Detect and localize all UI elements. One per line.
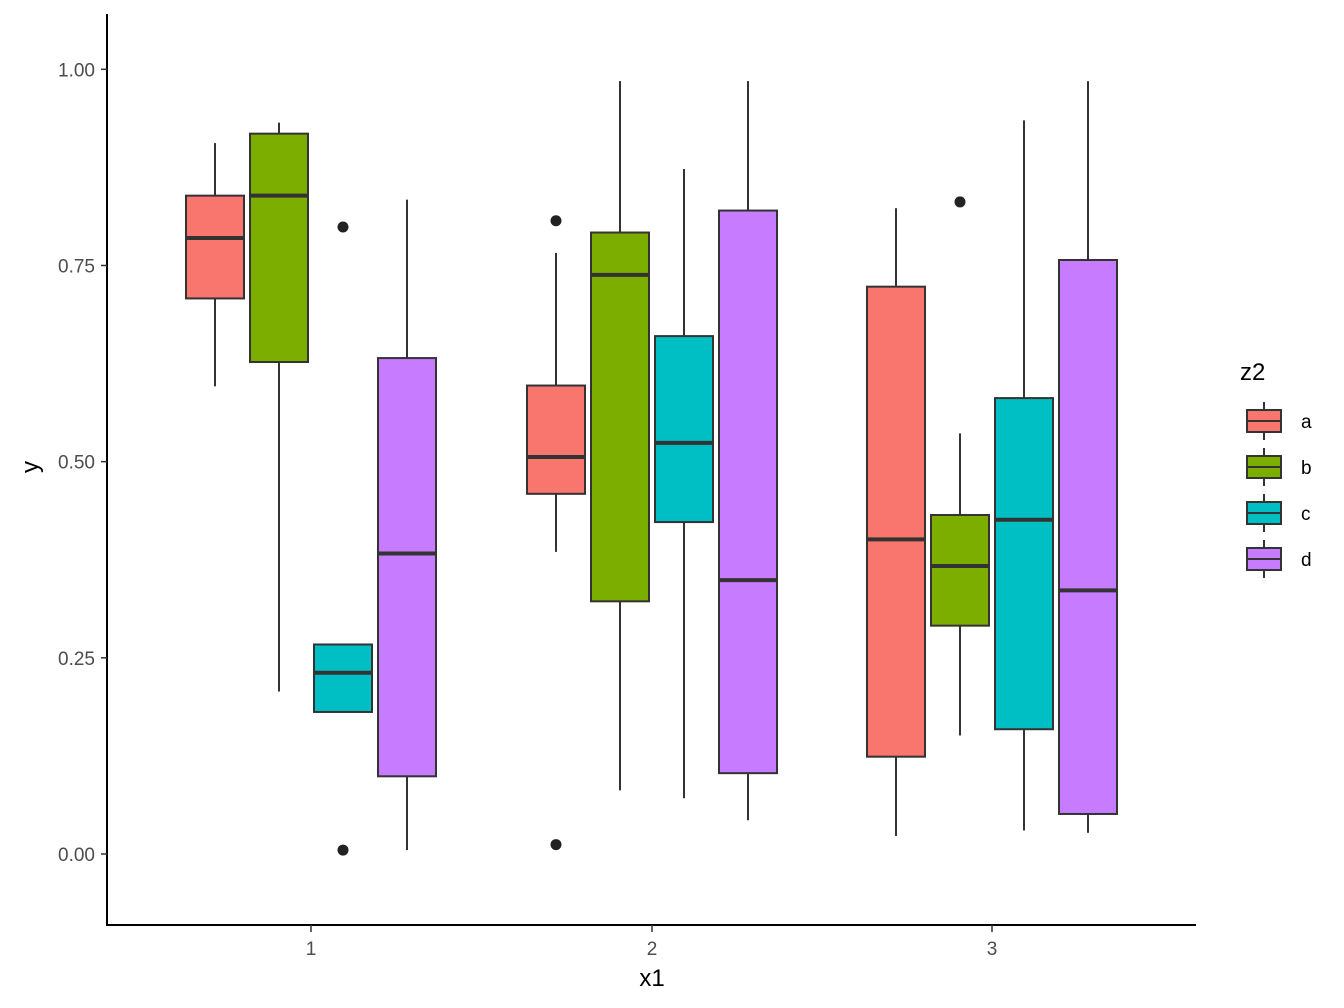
legend-label: d	[1301, 550, 1312, 571]
box-iqr	[185, 194, 245, 300]
legend-item-c: c	[1246, 494, 1311, 532]
y-tick-label: 0.00	[58, 845, 95, 866]
legend-item-d: d	[1246, 540, 1312, 578]
box-c-x3	[994, 120, 1054, 831]
axes	[106, 14, 1196, 926]
legend-label: b	[1301, 458, 1312, 479]
legend-item-b: b	[1246, 448, 1312, 486]
y-axis-title: y	[17, 461, 44, 473]
x-ticks: 1 2 3	[306, 925, 998, 960]
box-iqr	[249, 132, 309, 364]
box-b-x3	[930, 196, 990, 736]
y-tick-label: 0.50	[58, 453, 95, 474]
box-d-x2	[718, 81, 778, 821]
legend-label: c	[1301, 504, 1311, 525]
box-iqr	[377, 357, 437, 778]
box-d-x3	[1058, 81, 1118, 833]
box-iqr	[866, 285, 926, 758]
outlier-point	[337, 844, 349, 856]
legend: z2 a b c d	[1240, 359, 1312, 578]
legend-title: z2	[1240, 359, 1265, 386]
y-tick-label: 0.25	[58, 649, 95, 670]
outlier-point	[550, 839, 562, 851]
box-b-x2	[590, 81, 650, 791]
box-iqr	[718, 209, 778, 775]
box-a-x3	[866, 208, 926, 836]
plot-area	[185, 81, 1118, 856]
outlier-point	[337, 221, 349, 233]
box-iqr	[1058, 258, 1118, 815]
y-tick-label: 0.75	[58, 256, 95, 277]
box-iqr	[930, 514, 990, 627]
x-tick-label: 1	[306, 939, 317, 960]
y-ticks: 0.00 0.25 0.50 0.75 1.00	[58, 60, 107, 866]
legend-label: a	[1301, 412, 1312, 433]
outlier-point	[550, 215, 562, 227]
box-a-x1	[185, 143, 245, 387]
legend-item-a: a	[1246, 402, 1312, 440]
x-tick-label: 2	[647, 939, 658, 960]
box-c-x1	[313, 221, 373, 856]
x-tick-label: 3	[987, 939, 998, 960]
box-a-x2	[526, 215, 586, 851]
box-iqr	[654, 335, 714, 524]
x-axis-title: x1	[639, 965, 664, 992]
box-c-x2	[654, 168, 714, 799]
box-iqr	[313, 643, 373, 713]
y-tick-label: 1.00	[58, 60, 95, 81]
box-b-x1	[249, 122, 309, 692]
box-iqr	[994, 397, 1054, 731]
box-d-x1	[377, 199, 437, 851]
box-iqr	[590, 231, 650, 603]
box-iqr	[526, 384, 586, 495]
outlier-point	[954, 196, 966, 208]
